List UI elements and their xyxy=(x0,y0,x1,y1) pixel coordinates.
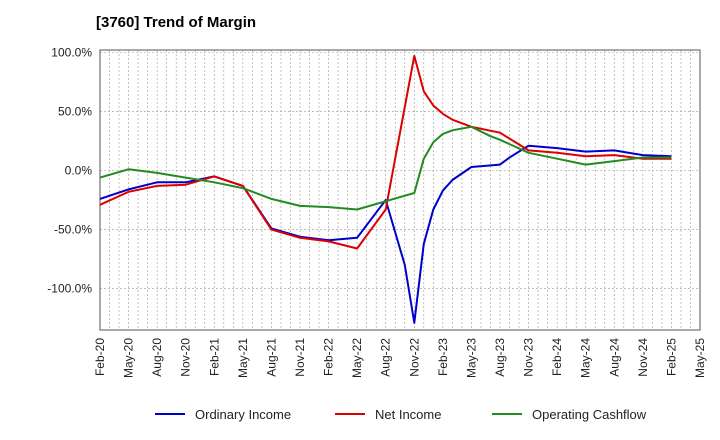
legend-label: Net Income xyxy=(375,407,441,422)
x-tick-label: May-22 xyxy=(350,338,364,378)
grid xyxy=(99,50,701,330)
legend-item: Net Income xyxy=(335,407,441,422)
y-tick-label: 0.0% xyxy=(65,164,93,178)
x-tick-label: Feb-24 xyxy=(550,338,564,376)
x-tick-label: May-23 xyxy=(464,338,478,378)
series-line-net-income xyxy=(99,54,672,250)
x-tick-label: May-25 xyxy=(693,338,707,378)
y-tick-label: 50.0% xyxy=(58,104,92,118)
x-tick-label: Feb-23 xyxy=(436,338,450,376)
legend-item: Ordinary Income xyxy=(155,407,291,422)
x-tick-label: Feb-25 xyxy=(664,338,678,376)
x-tick-label: May-20 xyxy=(122,338,136,378)
x-tick-label: Aug-23 xyxy=(493,338,507,377)
chart-title: [3760] Trend of Margin xyxy=(96,14,257,31)
x-tick-label: Nov-20 xyxy=(179,338,193,377)
y-tick-label: 100.0% xyxy=(51,45,92,59)
legend-label: Operating Cashflow xyxy=(532,407,647,422)
y-tick-label: -50.0% xyxy=(54,223,92,237)
x-tick-label: May-21 xyxy=(236,338,250,378)
x-tick-label: Nov-23 xyxy=(522,338,536,377)
x-tick-label: Feb-22 xyxy=(322,338,336,376)
series-line-operating-cashflow xyxy=(99,125,672,211)
legend-label: Ordinary Income xyxy=(195,407,291,422)
legend-item: Operating Cashflow xyxy=(492,407,647,422)
legend: Ordinary Income Net Income Operating Cashf… xyxy=(155,407,647,422)
x-tick-label: Feb-20 xyxy=(93,338,107,376)
x-tick-label: Aug-22 xyxy=(379,338,393,377)
x-tick-label: Aug-20 xyxy=(150,338,164,377)
x-tick-label: Nov-24 xyxy=(636,338,650,377)
x-tick-label: Nov-22 xyxy=(407,338,421,377)
x-tick-label: May-24 xyxy=(579,338,593,378)
y-axis-tick-labels: 100.0% 50.0% 0.0% -50.0% -100.0% xyxy=(47,45,92,295)
y-tick-label: -100.0% xyxy=(47,282,92,296)
series-layer xyxy=(99,54,672,324)
x-tick-label: Aug-21 xyxy=(264,338,278,377)
x-tick-label: Aug-24 xyxy=(607,338,621,377)
x-tick-label: Nov-21 xyxy=(293,338,307,377)
x-tick-label: Feb-21 xyxy=(207,338,221,376)
x-axis-tick-labels: Feb-20 May-20 Aug-20 Nov-20 Feb-21 May-21 Aug-… xyxy=(93,338,707,378)
plot-frame xyxy=(99,49,701,331)
